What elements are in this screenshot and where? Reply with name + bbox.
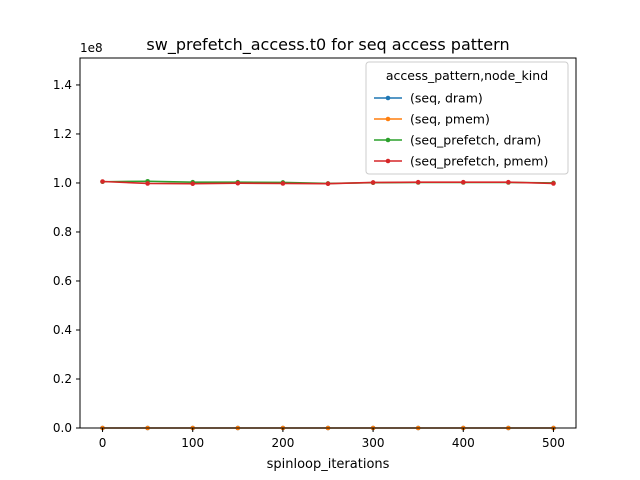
- series-point-3-3: [235, 180, 241, 186]
- y-tick-label-6: 1.2: [53, 127, 72, 141]
- series-point-3-9: [506, 179, 511, 185]
- y-axis-offset-label: 1e8: [80, 41, 103, 55]
- series-point-3-10: [551, 181, 556, 186]
- legend-title: access_pattern,node_kind: [386, 68, 548, 83]
- x-axis-label: spinloop_iterations: [267, 457, 390, 472]
- x-tick-label-0: 0: [99, 436, 107, 450]
- y-tick-label-4: 0.8: [53, 225, 72, 239]
- legend-swatch-marker-3: [385, 158, 391, 164]
- chart-title: sw_prefetch_access.t0 for seq access pat…: [146, 35, 509, 55]
- series-point-3-1: [145, 181, 150, 186]
- y-tick-label-1: 0.2: [53, 372, 72, 386]
- y-tick-label-3: 0.6: [53, 274, 72, 288]
- x-tick-label-4: 400: [452, 436, 475, 450]
- legend-entry-0: (seq, dram): [410, 91, 483, 106]
- series-point-3-7: [415, 179, 421, 185]
- series-point-3-6: [370, 180, 376, 185]
- y-tick-label-0: 0.0: [53, 421, 72, 435]
- legend-swatch-marker-0: [385, 95, 391, 101]
- legend-box: [365, 61, 569, 175]
- series-layer: [100, 178, 556, 431]
- legend-entry-1: (seq, pmem): [410, 112, 490, 127]
- x-tick-label-3: 300: [362, 436, 385, 450]
- y-tick-label-2: 0.4: [53, 323, 72, 337]
- series-point-3-0: [100, 179, 105, 184]
- x-tick-label-1: 100: [181, 436, 204, 450]
- y-tick-label-7: 1.4: [53, 78, 72, 92]
- series-point-3-8: [460, 179, 466, 185]
- legend-swatch-marker-1: [385, 116, 391, 122]
- legend-entry-2: (seq_prefetch, dram): [410, 133, 541, 148]
- y-tick-label-5: 1.0: [53, 176, 72, 190]
- series-point-3-4: [280, 181, 286, 186]
- legend: access_pattern,node_kind (seq, dram) (seq,…: [365, 61, 569, 175]
- legend-swatch-marker-2: [385, 137, 391, 143]
- series-point-3-2: [190, 181, 196, 187]
- legend-entry-3: (seq_prefetch, pmem): [410, 154, 548, 169]
- plot-frame: [79, 57, 577, 429]
- series-point-3-5: [325, 181, 331, 187]
- x-tick-label-5: 500: [542, 436, 565, 450]
- x-tick-label-2: 200: [271, 436, 294, 450]
- axes-layer: 0 100 200 300 400 500 0.0 0.2 0.4 0.6 0.8 1.0 1.2 1.4: [53, 57, 577, 450]
